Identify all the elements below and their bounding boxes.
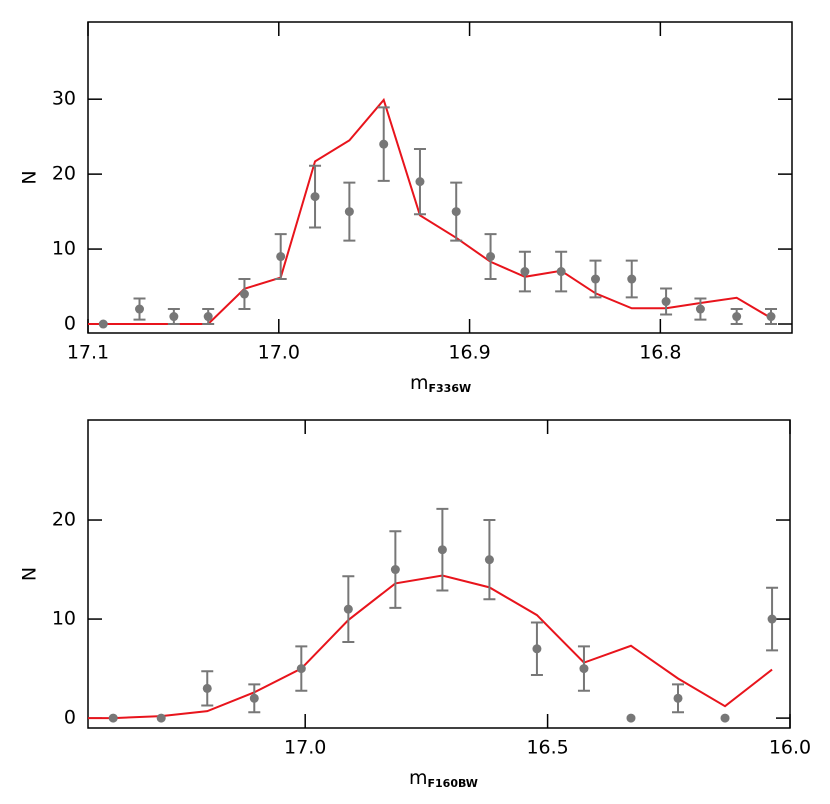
- data-point: [343, 604, 353, 614]
- y-tick-label: 20: [52, 509, 76, 531]
- data-point: [203, 312, 213, 322]
- data-point: [732, 312, 742, 322]
- data-point: [344, 207, 354, 217]
- model-line: [88, 97, 772, 326]
- y-tick-label: 10: [52, 608, 76, 630]
- data-point: [520, 267, 530, 277]
- y-tick-label: 20: [52, 163, 76, 185]
- data-point: [486, 252, 496, 262]
- x-axis-label: mF336W: [410, 372, 471, 396]
- x-tick-label: 17.0: [284, 737, 326, 759]
- y-axis-label: N: [19, 170, 41, 184]
- data-point: [451, 207, 461, 217]
- data-point: [202, 683, 212, 693]
- x-tick-label: 17.1: [67, 342, 109, 364]
- x-tick-label: 17.0: [258, 342, 300, 364]
- data-point: [720, 713, 730, 723]
- data-point: [590, 274, 600, 284]
- data-point: [239, 289, 249, 299]
- data-point: [135, 304, 145, 314]
- data-point: [579, 664, 589, 674]
- y-tick-label: 30: [52, 88, 76, 110]
- model-line: [88, 574, 773, 720]
- data-point: [627, 274, 637, 284]
- data-point: [310, 192, 320, 202]
- data-point: [766, 312, 776, 322]
- data-point: [556, 267, 566, 277]
- y-tick-label: 0: [64, 313, 76, 335]
- data-point: [626, 713, 636, 723]
- data-point: [296, 664, 306, 674]
- plot-frame: [87, 419, 791, 729]
- data-point: [108, 713, 118, 723]
- data-point: [169, 312, 179, 322]
- y-tick-label: 10: [52, 238, 76, 260]
- data-point: [437, 545, 447, 555]
- data-point: [276, 252, 286, 262]
- plot-frame: [87, 21, 793, 334]
- x-tick-label: 16.8: [639, 342, 681, 364]
- data-point: [415, 177, 425, 187]
- data-point: [379, 139, 389, 149]
- data-point: [532, 644, 542, 654]
- x-axis-label: mF160BW: [409, 767, 478, 791]
- x-axis-label-sub: F336W: [429, 382, 472, 395]
- data-point: [767, 614, 777, 624]
- data-point: [661, 297, 671, 307]
- data-point: [695, 304, 705, 314]
- y-axis-label: N: [19, 567, 41, 581]
- data-point: [98, 319, 108, 329]
- data-point: [249, 693, 259, 703]
- data-point: [390, 565, 400, 575]
- x-axis-label-main: m: [410, 372, 429, 394]
- x-tick-label: 16.5: [526, 737, 568, 759]
- x-tick-label: 16.0: [769, 737, 811, 759]
- y-tick-label: 0: [64, 707, 76, 729]
- x-tick-label: 16.9: [448, 342, 490, 364]
- data-point: [484, 555, 494, 565]
- x-axis-label-main: m: [409, 767, 428, 789]
- data-point: [156, 713, 166, 723]
- data-point: [673, 693, 683, 703]
- x-axis-label-sub: F160BW: [428, 777, 478, 790]
